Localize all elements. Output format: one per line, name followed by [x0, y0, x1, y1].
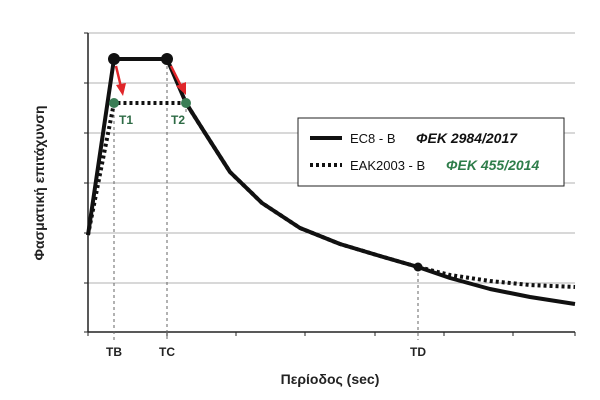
marker-tb-ec8: [108, 53, 120, 65]
series-line-ec8: [86, 57, 576, 306]
legend-ref-ec8: ΦΕΚ 2984/2017: [416, 130, 518, 146]
legend-label-ec8: EC8 - B: [350, 131, 396, 146]
arrows: [114, 65, 186, 96]
arrow-head-t1: [116, 83, 126, 96]
arrow-t2: [169, 65, 183, 87]
markers: [108, 53, 423, 272]
marker-t2: [181, 98, 191, 108]
legend-ref-eak2003: ΦΕΚ 455/2014: [446, 157, 539, 173]
x-tick-label-tc: TC: [159, 345, 175, 359]
marker-t1: [109, 98, 119, 108]
arrow-t1: [114, 65, 123, 88]
y-axis-title: Φασματική επιτάχυνση: [31, 105, 47, 260]
marker-td: [413, 262, 423, 272]
x-tick-labels: TB TC TD: [106, 345, 426, 359]
point-label-t2: T2: [171, 113, 185, 127]
axes: [84, 32, 576, 336]
x-axis-title: Περίοδος (sec): [281, 371, 380, 387]
legend-box: [297, 117, 565, 187]
point-labels: T1 T2: [119, 113, 185, 127]
arrow-head-t2: [176, 82, 186, 95]
legend-label-eak2003: EAK2003 - B: [350, 158, 425, 173]
marker-tc-ec8: [161, 53, 173, 65]
point-label-t1: T1: [119, 113, 133, 127]
x-tick-label-tb: TB: [106, 345, 122, 359]
legend: EC8 - B ΦΕΚ 2984/2017 EAK2003 - B ΦΕΚ 45…: [297, 117, 565, 187]
x-tick-label-td: TD: [410, 345, 426, 359]
